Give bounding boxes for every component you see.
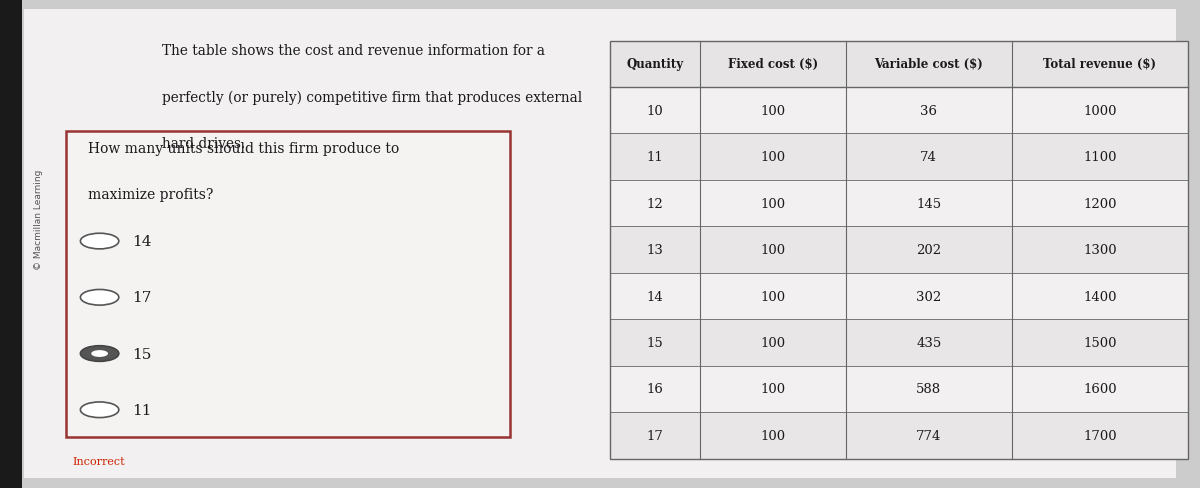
Text: 36: 36: [920, 104, 937, 118]
Text: 1000: 1000: [1084, 104, 1116, 118]
Text: 435: 435: [916, 336, 942, 349]
Text: 100: 100: [761, 104, 785, 118]
Text: 1600: 1600: [1082, 383, 1117, 396]
Text: Total revenue ($): Total revenue ($): [1043, 58, 1157, 71]
Text: 11: 11: [132, 403, 151, 417]
Text: 11: 11: [647, 151, 662, 164]
Text: 15: 15: [132, 347, 151, 361]
Text: 100: 100: [761, 290, 785, 303]
Text: 588: 588: [917, 383, 941, 396]
Bar: [610, 227, 1188, 273]
Text: hard drives.: hard drives.: [162, 137, 245, 151]
Text: How many units should this firm produce to: How many units should this firm produce …: [88, 142, 398, 156]
Bar: [610, 41, 1188, 459]
Bar: [610, 366, 1188, 412]
Text: 1700: 1700: [1082, 429, 1117, 442]
Circle shape: [80, 234, 119, 249]
Bar: [610, 320, 1188, 366]
Text: 10: 10: [647, 104, 662, 118]
Circle shape: [80, 290, 119, 305]
Text: 202: 202: [917, 244, 941, 257]
Text: 302: 302: [916, 290, 942, 303]
Text: perfectly (or purely) competitive firm that produces external: perfectly (or purely) competitive firm t…: [162, 90, 582, 104]
Text: 774: 774: [916, 429, 942, 442]
Text: maximize profits?: maximize profits?: [88, 188, 212, 202]
Text: 17: 17: [132, 291, 151, 305]
Text: 1100: 1100: [1084, 151, 1116, 164]
Text: 74: 74: [920, 151, 937, 164]
Bar: [66, 132, 510, 437]
Bar: [610, 41, 1188, 88]
Text: 15: 15: [647, 336, 662, 349]
Bar: [610, 412, 1188, 459]
Text: 100: 100: [761, 336, 785, 349]
Text: 12: 12: [647, 197, 662, 210]
Text: 1400: 1400: [1084, 290, 1116, 303]
Text: Fixed cost ($): Fixed cost ($): [727, 58, 818, 71]
Text: 13: 13: [646, 244, 664, 257]
Text: 16: 16: [646, 383, 664, 396]
Circle shape: [80, 346, 119, 362]
Text: 14: 14: [132, 235, 151, 248]
Circle shape: [80, 402, 119, 418]
Circle shape: [91, 350, 108, 357]
Text: 100: 100: [761, 429, 785, 442]
Bar: [610, 134, 1188, 181]
Bar: [610, 181, 1188, 227]
Text: Variable cost ($): Variable cost ($): [875, 58, 983, 71]
Bar: [0, 0, 22, 488]
Text: 1300: 1300: [1082, 244, 1117, 257]
Text: Incorrect: Incorrect: [72, 456, 125, 466]
Bar: [610, 88, 1188, 134]
Bar: [610, 273, 1188, 320]
Text: 100: 100: [761, 244, 785, 257]
Text: © Macmillan Learning: © Macmillan Learning: [34, 169, 43, 270]
Text: 17: 17: [646, 429, 664, 442]
Text: Quantity: Quantity: [626, 58, 683, 71]
Text: 100: 100: [761, 151, 785, 164]
Text: 100: 100: [761, 383, 785, 396]
Text: 145: 145: [917, 197, 941, 210]
Text: 100: 100: [761, 197, 785, 210]
Text: 14: 14: [647, 290, 662, 303]
Text: 1200: 1200: [1084, 197, 1116, 210]
Text: The table shows the cost and revenue information for a: The table shows the cost and revenue inf…: [162, 44, 545, 58]
Text: 1500: 1500: [1084, 336, 1116, 349]
